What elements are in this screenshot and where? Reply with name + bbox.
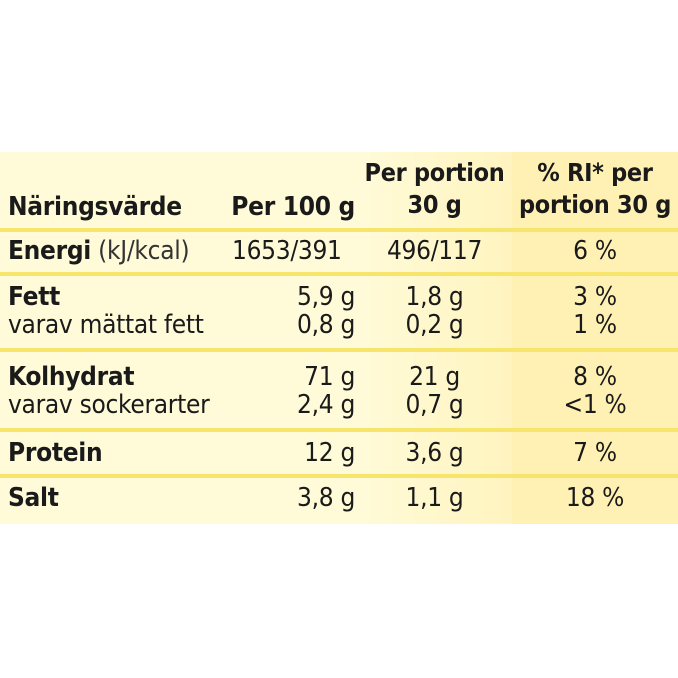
socker-portion: 0,7 g [405,390,464,420]
column-shade-ri [512,152,678,524]
separator [0,228,678,232]
header-ri-line2: portion 30 g [518,190,672,219]
salt-label: Salt [8,483,59,513]
energi-portion: 496/117 [386,236,483,266]
kolhydrat-per100: 71 g [304,362,355,392]
fett-portion: 1,8 g [405,282,464,312]
header-per100: Per 100 g [231,192,355,222]
mattat-ri: 1 % [573,310,617,340]
energi-per100: 1653/391 [232,236,342,266]
fett-per100: 5,9 g [297,282,355,312]
column-shade-portion [355,152,515,524]
row-energi-label: Energi (kJ/kcal) [8,236,190,266]
mattat-label: varav mättat fett [8,310,204,340]
header-portion-line2: 30 g [407,190,462,219]
header-ri-line1: % RI* per [537,158,653,187]
kolhydrat-ri: 8 % [573,362,617,392]
protein-portion: 3,6 g [405,438,464,468]
salt-ri: 18 % [565,483,625,513]
salt-portion: 1,1 g [405,483,464,513]
header-name: Näringsvärde [8,192,182,222]
socker-label: varav sockerarter [8,390,210,420]
protein-label: Protein [8,438,103,468]
socker-per100: 2,4 g [297,390,355,420]
separator [0,428,678,432]
header-portion-line1: Per portion [364,158,505,187]
protein-per100: 12 g [304,438,355,468]
socker-ri: <1 % [563,390,627,420]
kolhydrat-portion: 21 g [409,362,460,392]
mattat-portion: 0,2 g [405,310,464,340]
energi-unit: (kJ/kcal) [98,236,190,266]
fett-ri: 3 % [573,282,617,312]
nutrition-table: Näringsvärde Per 100 g Per portion 30 g … [0,152,678,524]
salt-per100: 3,8 g [297,483,355,513]
energi-label: Energi [8,236,92,266]
separator [0,474,678,478]
energi-ri: 6 % [573,236,617,266]
protein-ri: 7 % [573,438,617,468]
separator [0,272,678,276]
mattat-per100: 0,8 g [297,310,355,340]
fett-label: Fett [8,282,60,312]
separator [0,348,678,352]
kolhydrat-label: Kolhydrat [8,362,135,392]
